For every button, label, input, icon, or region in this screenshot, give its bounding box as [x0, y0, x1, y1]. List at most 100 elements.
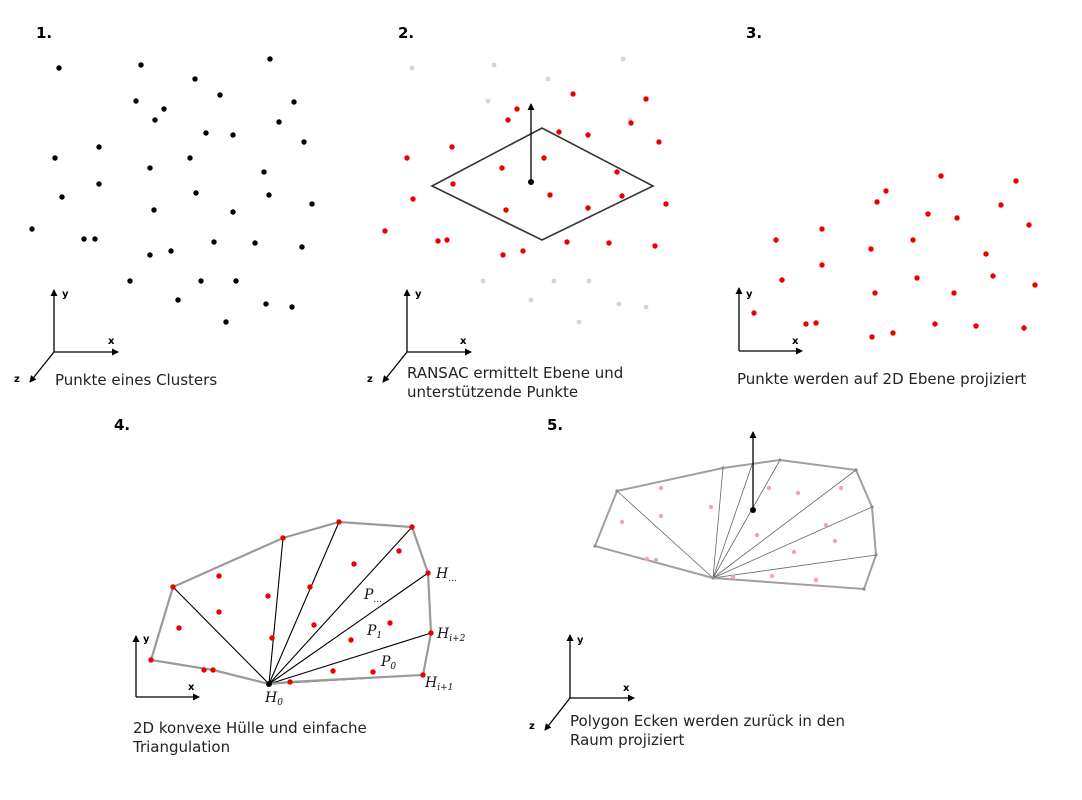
outlier-point	[480, 278, 486, 284]
panel-3: 3. y x Punkte werden auf 2D Ebene projiz…	[735, 24, 1038, 388]
outlier-point	[409, 65, 415, 71]
y-axis-label: y	[62, 289, 69, 300]
projected-vertex	[862, 587, 866, 591]
supporting-point	[570, 91, 576, 97]
triangulation-edge	[712, 459, 781, 579]
cluster-point	[198, 278, 204, 284]
hull-vertex	[280, 535, 286, 541]
projected-point	[813, 320, 819, 326]
cluster-point	[138, 62, 144, 68]
faded-point	[754, 532, 760, 538]
panel-5-axes: y x z	[529, 634, 635, 732]
y-axis-label: y	[415, 289, 422, 300]
cluster-point	[230, 209, 236, 215]
panel-5: 5. y x z Polygon Ecken werden zurück in …	[529, 416, 878, 749]
x-axis-label: x	[792, 336, 799, 347]
supporting-point	[547, 192, 553, 198]
projected-point	[932, 321, 938, 327]
cluster-point	[291, 99, 297, 105]
projected-point	[1013, 178, 1019, 184]
supporting-point	[382, 228, 388, 234]
supporting-point	[435, 238, 441, 244]
hull-vertex	[409, 524, 415, 530]
cluster-point	[168, 248, 174, 254]
interior-point	[269, 635, 275, 641]
projected-point	[874, 199, 880, 205]
supporting-point	[614, 169, 620, 175]
cluster-point	[263, 301, 269, 307]
cluster-point	[81, 236, 87, 242]
cluster-point	[127, 278, 133, 284]
panel-3-points	[751, 173, 1038, 340]
faded-point	[708, 504, 714, 510]
cluster-point	[230, 132, 236, 138]
supporting-point	[628, 120, 634, 126]
supporting-point	[619, 193, 625, 199]
supporting-point	[585, 205, 591, 211]
cluster-point	[301, 139, 307, 145]
supporting-point	[585, 132, 591, 138]
z-axis-label: z	[14, 374, 20, 385]
cluster-point	[192, 76, 198, 82]
projected-vertex	[874, 553, 878, 557]
z-axis-label: z	[529, 721, 535, 732]
supporting-point	[505, 117, 511, 123]
projected-point	[872, 290, 878, 296]
projected-point	[990, 273, 996, 279]
hull-vertex	[210, 667, 216, 673]
panel-1-points	[29, 56, 315, 325]
supporting-point	[410, 196, 416, 202]
outlier-point	[576, 319, 582, 325]
interior-point	[201, 667, 207, 673]
interior-point	[216, 573, 222, 579]
projected-point	[951, 290, 957, 296]
label-p-1: P1	[366, 623, 382, 641]
y-axis-label: y	[577, 635, 584, 646]
x-axis-label: x	[623, 683, 630, 694]
projected-point	[819, 262, 825, 268]
projected-point	[883, 188, 889, 194]
cluster-point	[29, 226, 35, 232]
faded-point	[766, 485, 772, 491]
cluster-point	[151, 207, 157, 213]
triangulation-edge	[712, 506, 873, 579]
outlier-point	[491, 62, 497, 68]
cluster-point	[187, 155, 193, 161]
x-axis-label: x	[188, 682, 195, 693]
projected-point	[1032, 282, 1038, 288]
step-1-number: 1.	[36, 24, 52, 42]
triangulation-edge	[268, 632, 432, 685]
triangulation-edge	[616, 490, 714, 579]
projected-point	[983, 251, 989, 257]
faded-point	[730, 574, 736, 580]
interior-point	[351, 561, 357, 567]
ransac-plane	[430, 127, 655, 241]
faded-point	[644, 556, 650, 562]
panel-4-points	[148, 519, 434, 687]
projected-point	[869, 334, 875, 340]
faded-point	[838, 485, 844, 491]
step-4-caption-line-1: 2D konvexe Hülle und einfache	[133, 719, 367, 737]
projected-point	[910, 237, 916, 243]
step-3-number: 3.	[746, 24, 762, 42]
interior-point	[330, 668, 336, 674]
supporting-point	[499, 165, 505, 171]
panel-1: 1. y x z Punkte eines Clusters	[14, 24, 315, 389]
interior-point	[307, 584, 313, 590]
convex-hull	[149, 520, 433, 686]
label-p-0: P0	[380, 654, 396, 672]
step-4-number: 4.	[114, 416, 130, 434]
cluster-point	[92, 236, 98, 242]
cluster-point	[96, 144, 102, 150]
triangulation-edge	[712, 554, 877, 579]
projected-point	[973, 323, 979, 329]
cluster-point	[152, 117, 158, 123]
z-axis-icon	[29, 351, 55, 383]
outlier-point	[545, 76, 551, 82]
projected-point	[1021, 325, 1027, 331]
interior-point	[216, 609, 222, 615]
projected-point	[803, 321, 809, 327]
projected-vertex	[615, 489, 619, 493]
faded-point	[791, 549, 797, 555]
supporting-point	[663, 201, 669, 207]
